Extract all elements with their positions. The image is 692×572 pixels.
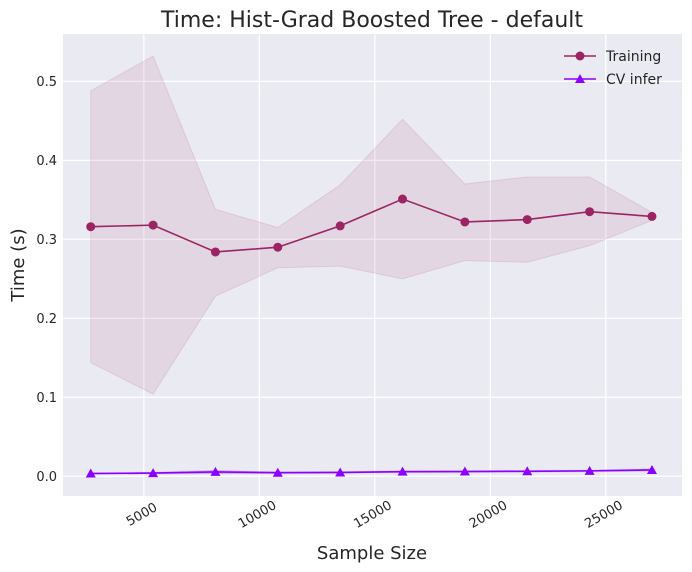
legend-marker-cv-infer <box>575 74 585 83</box>
point-cv-infer <box>272 467 283 477</box>
point-training <box>210 247 220 257</box>
chart-title: Time: Hist-Grad Boosted Tree - default <box>160 8 583 33</box>
point-cv-infer <box>210 466 221 476</box>
point-training <box>647 211 657 221</box>
x-tick-label: 10000 <box>236 498 279 532</box>
x-axis-label: Sample Size <box>317 543 427 564</box>
point-training <box>585 207 595 217</box>
point-cv-infer <box>85 468 96 478</box>
legend-label-training: Training <box>605 49 661 65</box>
plot-background <box>63 34 682 496</box>
point-cv-infer <box>459 466 470 476</box>
line-cv-infer <box>90 469 652 475</box>
x-tick-labels: 5000 10000 15000 20000 25000 <box>124 498 626 532</box>
x-tick-label: 15000 <box>351 498 394 532</box>
point-cv-infer <box>397 466 408 476</box>
legend-marker-training <box>575 51 585 61</box>
point-training <box>273 242 283 252</box>
y-tick-label: 0.1 <box>36 391 57 406</box>
point-cv-infer <box>584 465 595 475</box>
y-tick-label: 0.3 <box>36 233 57 248</box>
y-tick-label: 0.5 <box>36 75 57 90</box>
y-tick-label: 0.4 <box>36 154 57 169</box>
point-training <box>460 217 470 227</box>
x-tick-label: 20000 <box>467 498 510 532</box>
legend: Training CV infer <box>564 49 662 88</box>
point-training <box>335 221 345 231</box>
x-tick-label: 25000 <box>582 498 625 532</box>
point-training <box>522 215 532 225</box>
y-tick-label: 0.0 <box>36 470 57 485</box>
point-training <box>398 194 408 204</box>
y-tick-labels: 0.0 0.1 0.2 0.3 0.4 0.5 <box>36 75 57 485</box>
legend-label-cv-infer: CV infer <box>606 72 662 88</box>
y-axis-label: Time (s) <box>8 228 29 302</box>
series-lines <box>90 198 653 475</box>
point-training <box>86 222 96 232</box>
point-cv-infer <box>148 468 159 478</box>
y-tick-label: 0.2 <box>36 312 57 327</box>
line-training <box>90 198 653 253</box>
point-training <box>148 220 158 230</box>
point-cv-infer <box>335 467 346 477</box>
point-cv-infer <box>646 464 657 474</box>
series-markers <box>85 194 657 478</box>
x-tick-label: 5000 <box>124 500 160 530</box>
point-cv-infer <box>522 466 533 476</box>
